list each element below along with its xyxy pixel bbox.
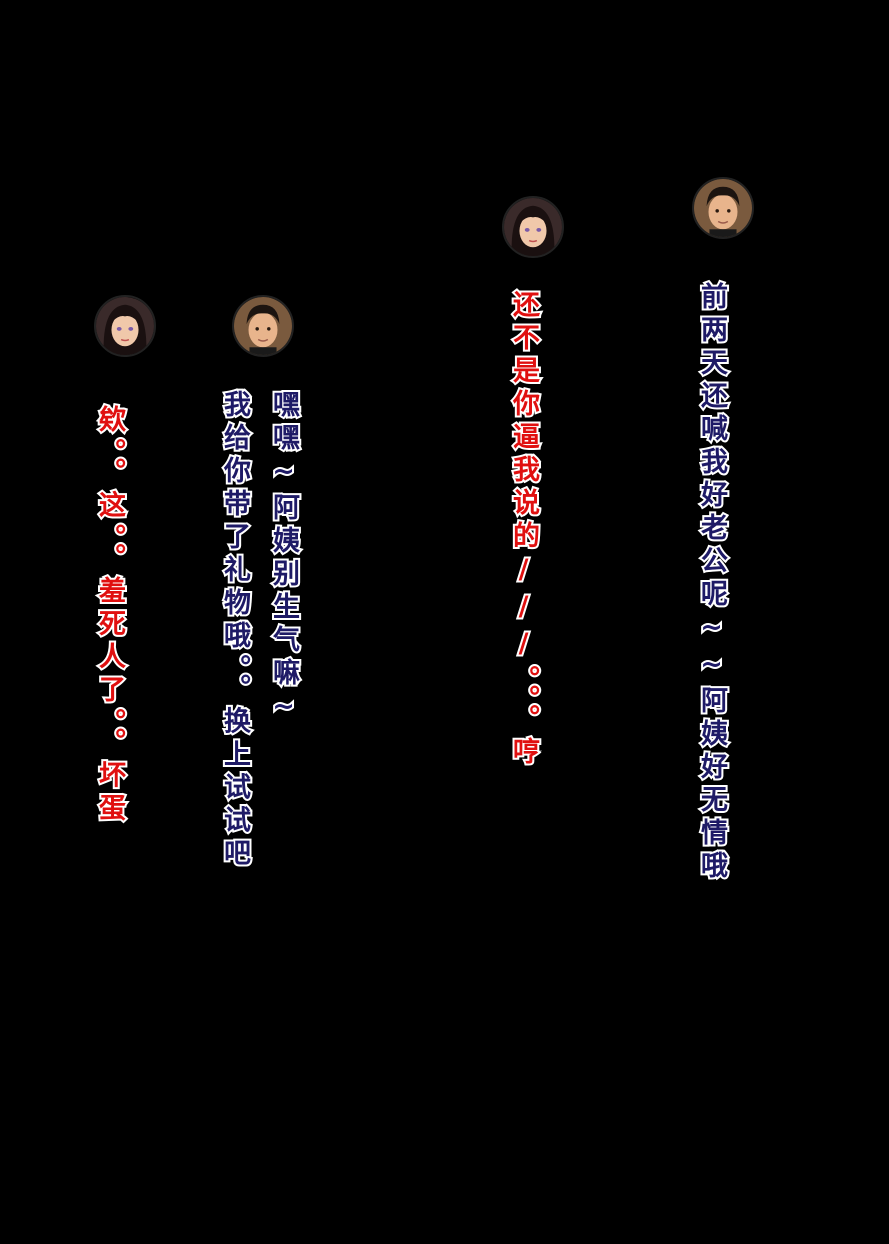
- female-avatar: [94, 295, 156, 357]
- dialogue-text: 还不是你逼我说的///。。。哼: [506, 288, 541, 772]
- male-avatar: [232, 295, 294, 357]
- male-avatar: [692, 177, 754, 239]
- dialogue-text: 嘿嘿~阿姨别生气嘛~: [266, 388, 301, 730]
- female-avatar: [502, 196, 564, 258]
- dialogue-text: 欸。。这。。羞死人了。。坏蛋: [92, 403, 127, 828]
- dialogue-text: 前两天还喊我好老公呢~~阿姨好无情哦: [694, 280, 729, 886]
- dialogue-text: 我给你带了礼物哦。。换上试试吧: [217, 388, 252, 873]
